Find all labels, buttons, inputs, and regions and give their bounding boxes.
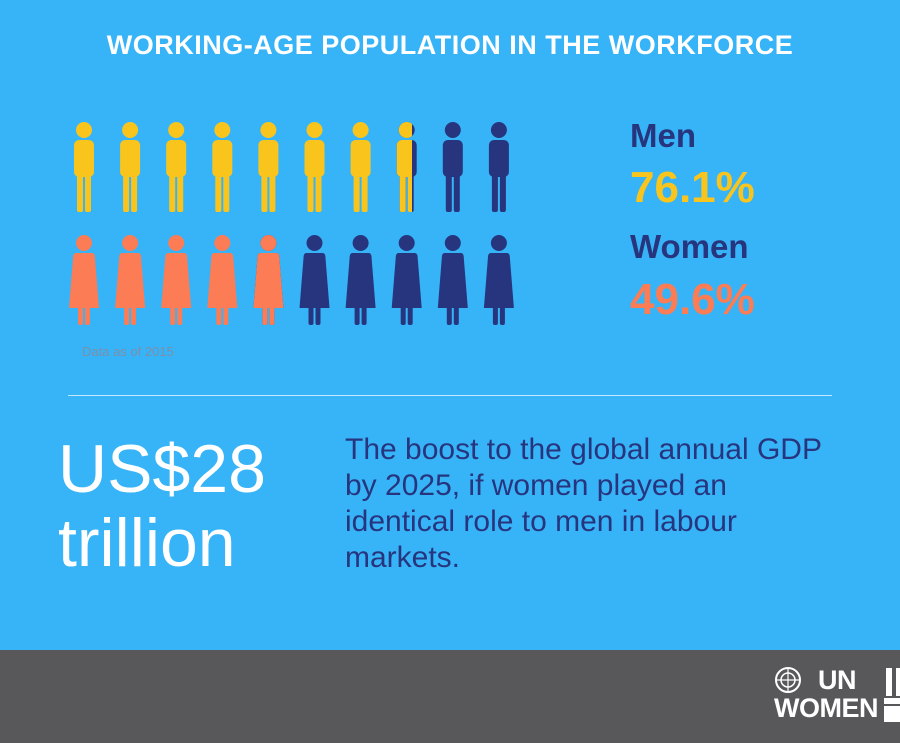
un-women-logo: UN WOMEN	[774, 665, 900, 723]
page-title: WORKING-AGE POPULATION IN THE WORKFORCE	[106, 30, 794, 60]
pictogram-woman-icon-10	[483, 235, 514, 325]
logo-women-text: WOMEN	[774, 693, 878, 723]
legend-women-label: Women	[630, 228, 749, 265]
pictogram-man-icon-9	[442, 122, 463, 212]
pictogram-man-icon-4	[212, 122, 233, 212]
pictogram-woman-icon-9	[437, 235, 468, 325]
stat-description: The boost to the global annual GDP by 20…	[345, 433, 822, 574]
pictogram-man-icon-3	[166, 122, 187, 212]
pictogram-chart	[69, 122, 514, 325]
logo-un-text: UN	[818, 665, 857, 695]
pictogram-woman-icon-6	[299, 235, 330, 325]
pictogram-man-icon-2	[120, 122, 141, 212]
stat-amount-line2: trillion	[58, 505, 236, 581]
pictogram-man-icon-8	[396, 122, 417, 212]
pictogram-woman-icon-2	[115, 235, 146, 325]
pictogram-man-icon-5	[258, 122, 279, 212]
pictogram-woman-icon-4	[207, 235, 238, 325]
legend-men-value: 76.1%	[630, 163, 755, 212]
data-note: Data as of 2015	[82, 344, 174, 359]
pictogram-woman-icon-1	[69, 235, 99, 325]
pictogram-woman-icon-5	[253, 235, 284, 325]
un-women-mark-icon	[884, 668, 900, 722]
footer: UN WOMEN	[0, 650, 900, 743]
un-emblem-icon	[775, 667, 802, 693]
pictogram-woman-icon-7	[345, 235, 376, 325]
pictogram-man-icon-1	[74, 122, 94, 212]
legend-women-value: 49.6%	[630, 275, 755, 324]
pictogram-woman-icon-8	[391, 235, 422, 325]
stat-amount: US$28 trillion	[58, 432, 328, 580]
stat-amount-line1: US$28	[58, 431, 266, 507]
pictogram-woman-icon-3	[161, 235, 192, 325]
pictogram-man-icon-10	[488, 122, 509, 212]
divider	[68, 395, 832, 396]
pictogram-man-icon-6	[304, 122, 325, 212]
pictogram-man-icon-7	[350, 122, 371, 212]
legend-men-label: Men	[630, 117, 696, 154]
